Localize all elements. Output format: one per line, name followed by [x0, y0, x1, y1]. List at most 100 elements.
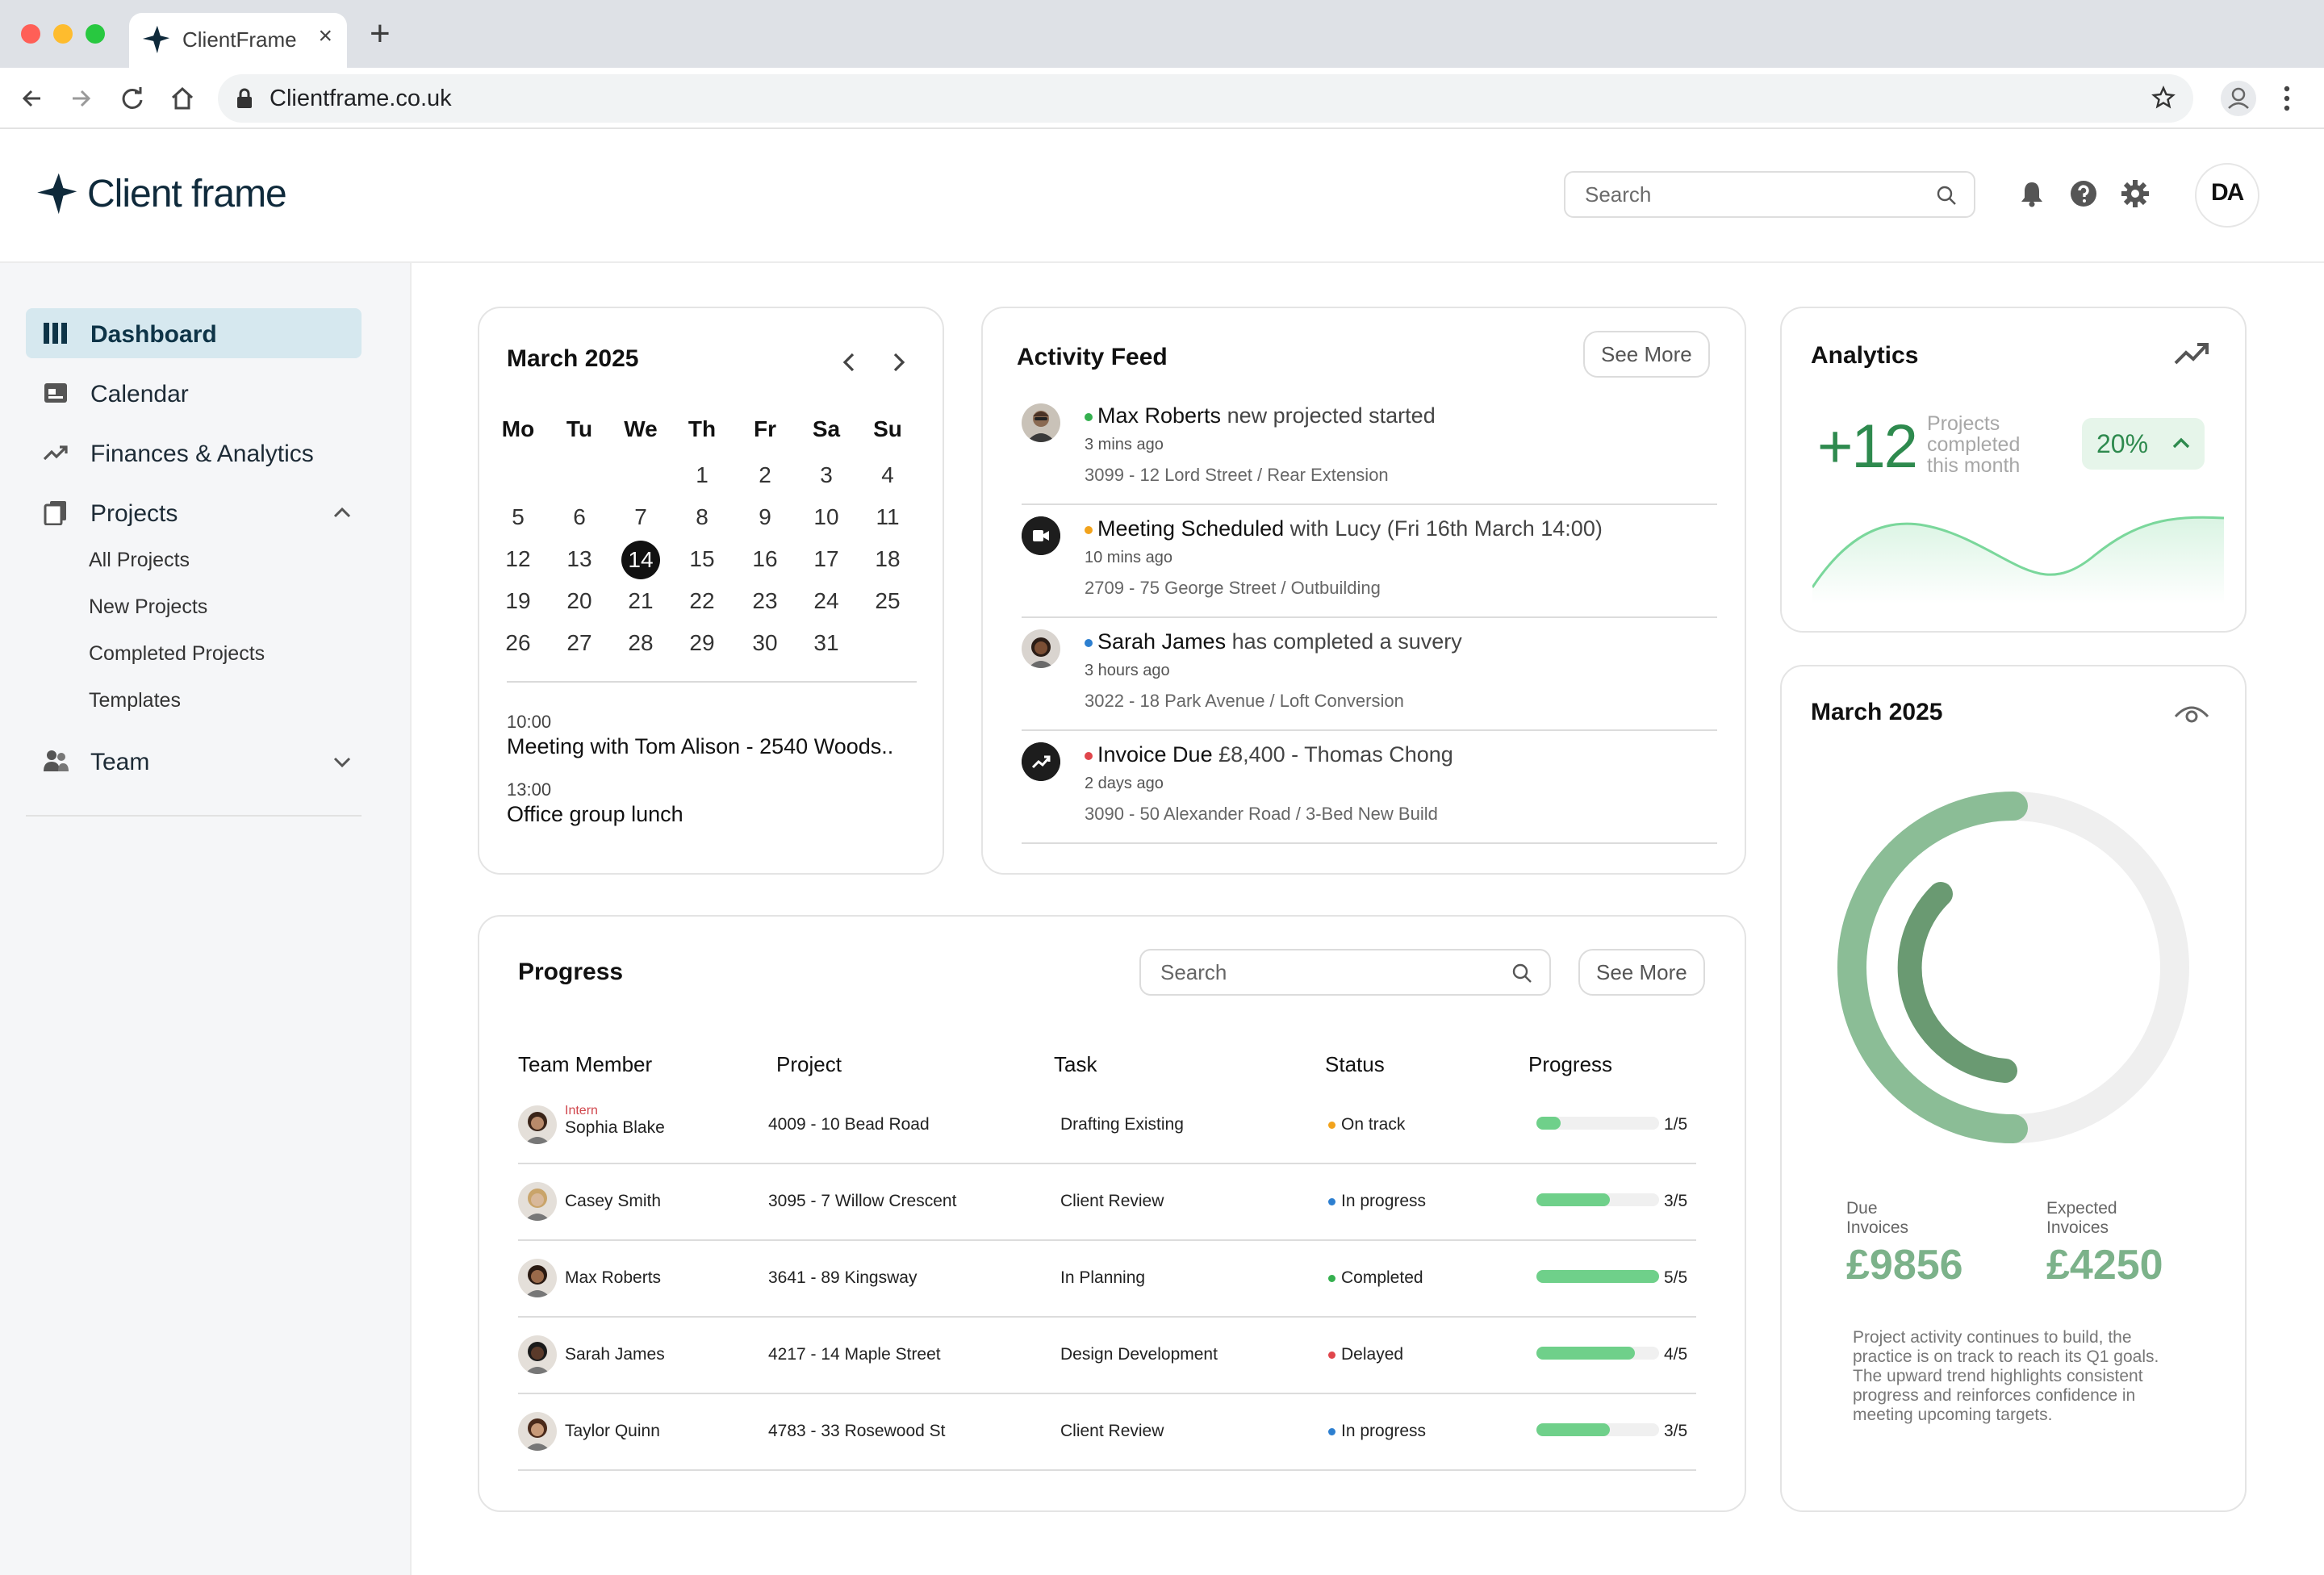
calendar-day[interactable]: 31 — [796, 625, 857, 662]
help-icon[interactable] — [2069, 179, 2100, 210]
address-bar[interactable]: Clientframe.co.uk — [218, 74, 2193, 123]
feed-item[interactable]: Meeting Scheduled with Lucy (Fri 16th Ma… — [1022, 505, 1717, 618]
calendar-day[interactable]: 7 — [610, 499, 671, 536]
feed-action: with Lucy (Fri 16th March 14:00) — [1284, 516, 1603, 541]
header-search[interactable] — [1564, 171, 1975, 218]
progress-search[interactable] — [1139, 949, 1551, 996]
event-title[interactable]: Meeting with Tom Alison - 2540 Woods.. — [507, 734, 894, 758]
calendar-day[interactable]: 8 — [671, 499, 733, 536]
calendar-day[interactable]: 11 — [857, 499, 918, 536]
calendar-day[interactable]: 12 — [487, 541, 549, 578]
calendar-day[interactable]: 19 — [487, 583, 549, 620]
column-header[interactable]: Project — [776, 1052, 842, 1076]
gear-icon[interactable] — [2121, 179, 2151, 210]
header-search-input[interactable] — [1585, 182, 1924, 207]
member-name: Sophia Blake — [565, 1118, 665, 1137]
calendar-day[interactable]: 10 — [796, 499, 857, 536]
calendar-day[interactable]: 22 — [671, 583, 733, 620]
feed-item[interactable]: Sarah James has completed a suvery 3 hou… — [1022, 618, 1717, 731]
calendar-day[interactable]: 23 — [734, 583, 796, 620]
calendar-day[interactable]: 24 — [796, 583, 857, 620]
close-window-button[interactable] — [21, 24, 40, 44]
calendar-day-number: 23 — [752, 588, 778, 613]
calendar-day[interactable]: 6 — [549, 499, 610, 536]
back-arrow-icon[interactable] — [18, 84, 47, 113]
sidebar-subitem-new-projects[interactable]: New Projects — [89, 595, 208, 618]
eye-icon[interactable] — [2172, 699, 2211, 732]
search-icon[interactable] — [1935, 184, 1958, 211]
user-avatar[interactable]: DA — [2195, 163, 2259, 228]
calendar-day[interactable]: 25 — [857, 583, 918, 620]
sidebar-item-team[interactable]: Team — [26, 736, 362, 786]
browser-profile-icon[interactable] — [2221, 81, 2256, 116]
sidebar-item-finances[interactable]: Finances & Analytics — [26, 428, 362, 478]
calendar-day[interactable]: 15 — [671, 541, 733, 578]
table-row[interactable]: Sarah James 4217 - 14 Maple Street Design … — [518, 1318, 1696, 1394]
calendar-day[interactable]: 18 — [857, 541, 918, 578]
calendar-day[interactable]: 28 — [610, 625, 671, 662]
sidebar-subitem-templates[interactable]: Templates — [89, 689, 181, 712]
calendar-day[interactable]: 5 — [487, 499, 549, 536]
column-header[interactable]: Task — [1054, 1052, 1097, 1076]
calendar-day[interactable]: 27 — [549, 625, 610, 662]
event-title[interactable]: Office group lunch — [507, 802, 683, 826]
lock-icon — [236, 87, 253, 114]
progress-search-input[interactable] — [1160, 960, 1499, 984]
chevron-left-icon[interactable] — [836, 349, 863, 376]
bookmark-star-icon[interactable] — [2151, 86, 2176, 114]
analytics-title: Analytics — [1811, 342, 1919, 369]
home-icon[interactable] — [168, 84, 197, 113]
column-header[interactable]: Progress — [1528, 1052, 1613, 1076]
invoices-month-title: March 2025 — [1811, 699, 1943, 725]
activity-see-more-button[interactable]: See More — [1583, 331, 1710, 378]
sidebar-subitem-all-projects[interactable]: All Projects — [89, 549, 190, 571]
sidebar-subitem-completed-projects[interactable]: Completed Projects — [89, 642, 265, 665]
minimize-window-button[interactable] — [53, 24, 73, 44]
browser-menu-icon[interactable] — [2282, 84, 2292, 117]
calendar-day[interactable]: 13 — [549, 541, 610, 578]
search-icon[interactable] — [1511, 962, 1533, 988]
calendar-day[interactable]: 29 — [671, 625, 733, 662]
reload-icon[interactable] — [118, 84, 147, 113]
trend-icon[interactable] — [2172, 337, 2211, 374]
forward-arrow-icon[interactable] — [66, 84, 95, 113]
tab-close-icon[interactable]: × — [318, 23, 332, 49]
calendar-day[interactable]: 2 — [734, 457, 796, 494]
due-invoices-value: £9856 — [1846, 1242, 1963, 1289]
table-row[interactable]: Intern Sophia Blake 4009 - 10 Bead Road Dra… — [518, 1088, 1696, 1164]
column-header[interactable]: Team Member — [518, 1052, 653, 1076]
calendar-day[interactable]: 1 — [671, 457, 733, 494]
sidebar-item-projects[interactable]: Projects — [26, 487, 362, 537]
calendar-day[interactable]: 4 — [857, 457, 918, 494]
calendar-day[interactable]: 20 — [549, 583, 610, 620]
feed-text: Sarah James has completed a suvery — [1097, 629, 1462, 654]
calendar-day-number: 22 — [689, 588, 715, 613]
maximize-window-button[interactable] — [86, 24, 105, 44]
new-tab-button[interactable]: + — [370, 14, 391, 53]
calendar-day[interactable]: 30 — [734, 625, 796, 662]
sidebar-item-calendar[interactable]: Calendar — [26, 368, 362, 418]
task-cell: In Planning — [1060, 1268, 1146, 1287]
chevron-right-icon[interactable] — [884, 349, 912, 376]
feed-item[interactable]: Invoice Due £8,400 - Thomas Chong 2 days… — [1022, 731, 1717, 844]
sidebar-item-dashboard[interactable]: Dashboard — [26, 308, 362, 358]
calendar-day[interactable]: 17 — [796, 541, 857, 578]
chevron-down-icon[interactable] — [331, 750, 353, 777]
column-header[interactable]: Status — [1325, 1052, 1385, 1076]
clientframe-logo[interactable]: Client frame — [34, 171, 287, 216]
calendar-day[interactable]: 9 — [734, 499, 796, 536]
browser-tab[interactable]: ClientFrame × — [129, 13, 347, 68]
avatar — [518, 1182, 557, 1221]
table-row[interactable]: Casey Smith 3095 - 7 Willow Crescent Clien… — [518, 1164, 1696, 1241]
calendar-day[interactable]: 16 — [734, 541, 796, 578]
calendar-day-today[interactable]: 14 — [610, 541, 671, 579]
calendar-day[interactable]: 21 — [610, 583, 671, 620]
progress-see-more-button[interactable]: See More — [1578, 949, 1705, 996]
chevron-up-icon[interactable] — [331, 502, 353, 528]
calendar-day[interactable]: 3 — [796, 457, 857, 494]
feed-item[interactable]: Max Roberts new projected started 3 mins… — [1022, 392, 1717, 505]
bell-icon[interactable] — [2017, 179, 2048, 210]
calendar-day[interactable]: 26 — [487, 625, 549, 662]
table-row[interactable]: Max Roberts 3641 - 89 Kingsway In Planning… — [518, 1241, 1696, 1318]
table-row[interactable]: Taylor Quinn 4783 - 33 Rosewood St Client … — [518, 1394, 1696, 1471]
